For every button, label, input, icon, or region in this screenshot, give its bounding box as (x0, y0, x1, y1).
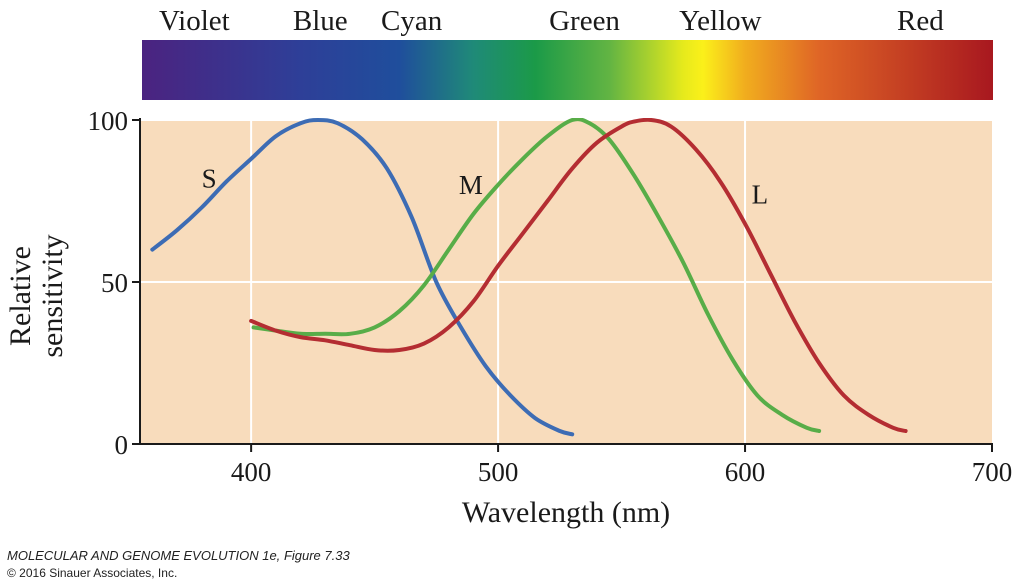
figure-caption: MOLECULAR AND GENOME EVOLUTION 1e, Figur… (7, 548, 350, 563)
spectrum-label-blue: Blue (293, 5, 348, 37)
x-axis-ticks: 400 500 600 700 (231, 444, 1012, 487)
curve-label-l: L (752, 180, 769, 210)
curve-label-m: M (459, 170, 483, 200)
x-axis-title: Wavelength (nm) (462, 496, 670, 529)
y-axis-ticks: 0 50 100 (88, 106, 140, 460)
curve-m-cone (251, 118, 822, 433)
y-axis-title: Relative sensitivity (4, 234, 69, 357)
figure-number: Figure 7.33 (283, 548, 350, 563)
y-axis-title-line-2: sensitivity (36, 234, 69, 357)
x-tick-label-500: 500 (478, 457, 519, 487)
copyright-notice: © 2016 Sinauer Associates, Inc. (7, 566, 178, 580)
spectrum-label-red: Red (897, 5, 944, 37)
y-axis-title-line-1: Relative (4, 246, 37, 346)
spectrum-label-yellow: Yellow (679, 5, 762, 37)
curve-s-cone (150, 118, 575, 437)
y-tick-label-50: 50 (101, 268, 128, 298)
curve-label-s: S (202, 163, 217, 193)
curve-l-cone (249, 118, 908, 433)
x-tick-label-700: 700 (972, 457, 1013, 487)
grid-lines (140, 119, 992, 444)
spectrum-color-labels: Violet Blue Cyan Green Yellow Red (159, 5, 944, 37)
sensitivity-curves (150, 118, 908, 437)
y-tick-label-100: 100 (88, 106, 129, 136)
book-title: MOLECULAR AND GENOME EVOLUTION 1e, (7, 548, 281, 563)
spectrum-bar (142, 40, 993, 100)
spectrum-label-cyan: Cyan (381, 5, 443, 37)
spectrum-label-green: Green (549, 5, 620, 37)
spectrum-label-violet: Violet (159, 5, 230, 37)
x-tick-label-600: 600 (725, 457, 766, 487)
x-tick-label-400: 400 (231, 457, 272, 487)
y-tick-label-0: 0 (115, 430, 129, 460)
